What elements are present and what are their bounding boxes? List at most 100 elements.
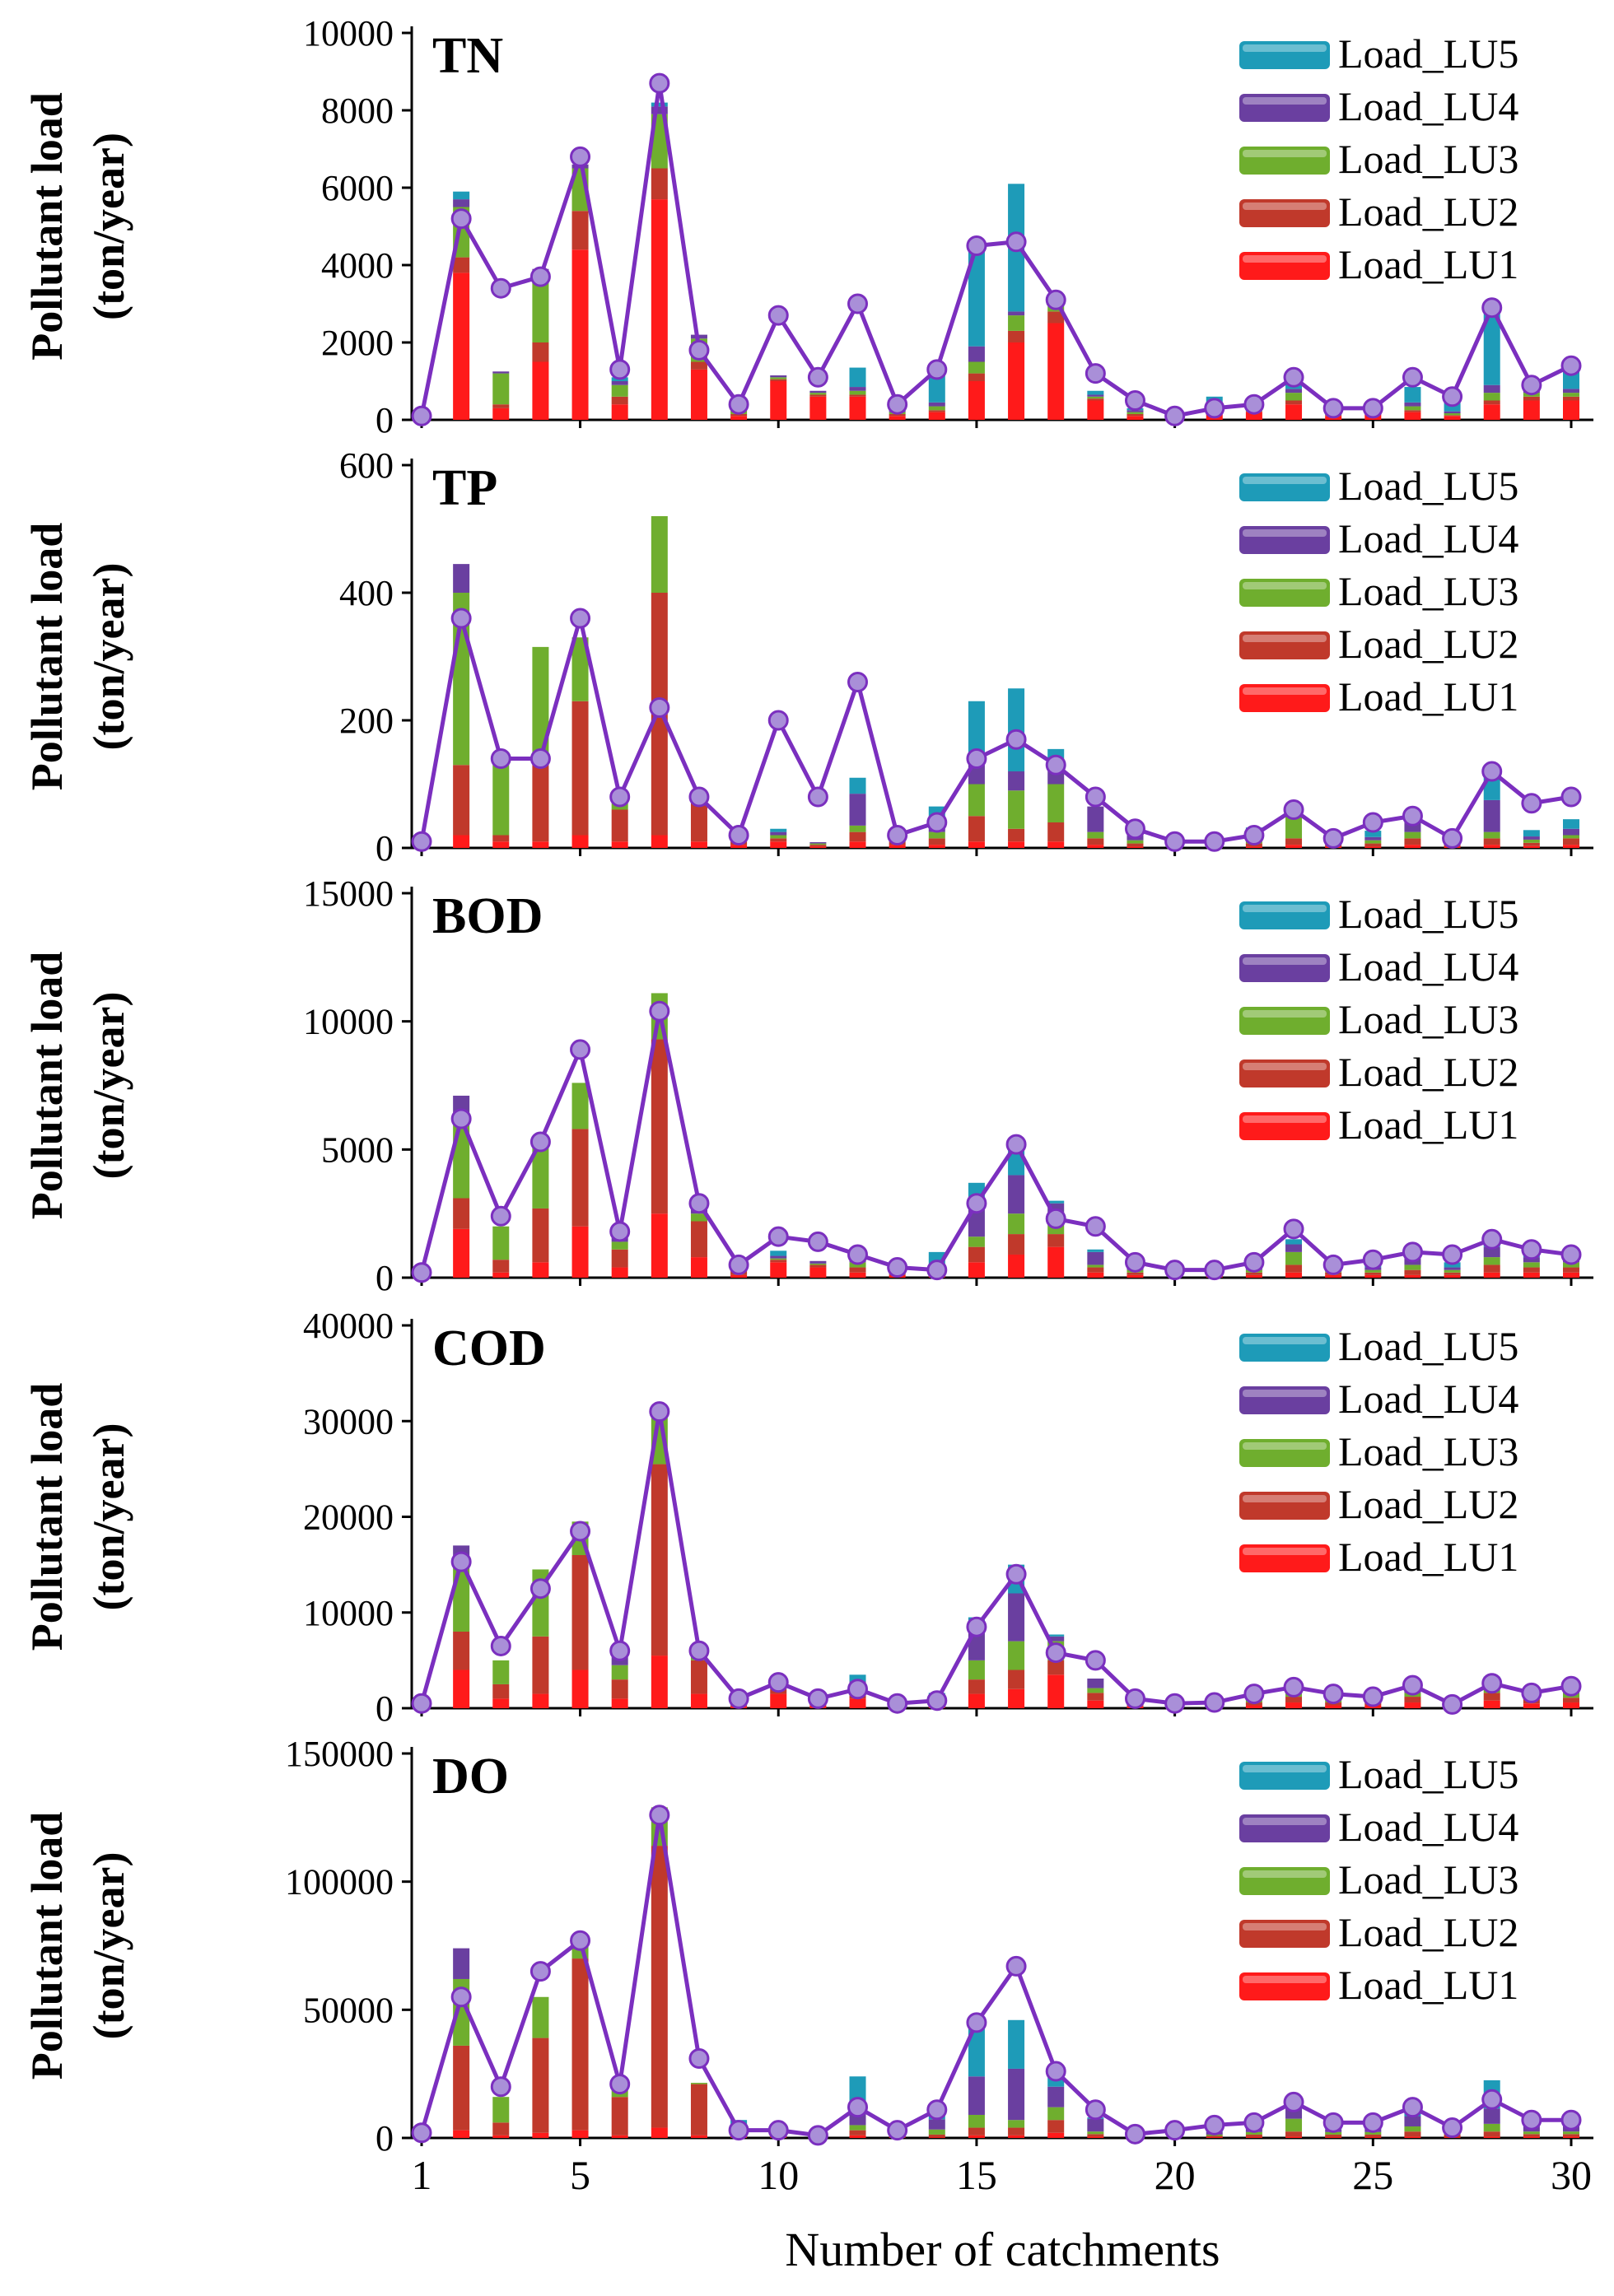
- bar-segment-load-lu2: [1087, 398, 1104, 401]
- bar-segment-load-lu1: [1563, 400, 1579, 420]
- line-marker: [1521, 2109, 1542, 2131]
- bar-segment-load-lu2: [611, 809, 628, 842]
- bar-segment-load-lu1: [532, 2132, 549, 2138]
- legend-swatch: [1239, 1762, 1330, 1790]
- bar-segment-load-lu3: [1483, 2123, 1500, 2132]
- bar-segment-load-lu1: [611, 1267, 628, 1278]
- bar-segment-load-lu4: [1087, 2118, 1104, 2132]
- bar-segment-load-lu1: [453, 835, 470, 848]
- bar-segment-load-lu1: [1483, 404, 1500, 420]
- bar-segment-load-lu5: [1008, 2019, 1025, 2069]
- line-marker: [728, 1688, 749, 1709]
- bar-segment-load-lu1: [1047, 323, 1065, 420]
- legend-swatch: [1239, 199, 1330, 227]
- line-marker: [1204, 831, 1225, 852]
- bar-segment-load-lu2: [611, 2097, 628, 2135]
- bar-segment-load-lu2: [1404, 2131, 1421, 2137]
- y-tick-label: 0: [376, 828, 394, 869]
- line-marker: [649, 72, 670, 94]
- bar-segment-load-lu1: [968, 2135, 985, 2138]
- line-marker: [847, 1679, 869, 1700]
- line-marker: [1521, 1239, 1542, 1260]
- bar-segment-load-lu4: [1483, 384, 1500, 394]
- line-marker: [1283, 1676, 1304, 1698]
- line-marker: [1045, 1208, 1066, 1229]
- line-marker: [1164, 831, 1186, 852]
- bar-segment-load-lu3: [492, 1226, 510, 1260]
- bar-segment-load-lu2: [1444, 1272, 1461, 1275]
- bar-segment-load-lu4: [770, 375, 787, 378]
- bar-segment-load-lu1: [928, 845, 945, 848]
- line-marker: [688, 2047, 710, 2069]
- bar-segment-load-lu2: [1523, 842, 1540, 846]
- panel-title: TN: [432, 28, 503, 84]
- line-marker: [1442, 2117, 1463, 2139]
- legend-swatch: [1239, 526, 1330, 554]
- y-tick-label: 10000: [303, 1593, 394, 1633]
- bar-segment-load-lu2: [1483, 1264, 1500, 1273]
- bar-segment-load-lu2: [849, 1267, 866, 1273]
- bar-segment-load-lu2: [1047, 1234, 1065, 1247]
- bar-segment-load-lu1: [492, 408, 510, 420]
- line-marker: [1243, 1251, 1265, 1273]
- line-marker: [1005, 729, 1027, 750]
- bar-segment-load-lu4: [770, 831, 787, 836]
- legend-swatch-highlight: [1243, 1115, 1327, 1123]
- bar-segment-load-lu1: [1523, 400, 1540, 420]
- panel-title: DO: [432, 1749, 509, 1805]
- bar-segment-load-lu1: [571, 835, 589, 848]
- line-marker: [1560, 355, 1582, 376]
- line-marker: [1045, 1642, 1066, 1664]
- legend-swatch-highlight: [1243, 255, 1327, 263]
- x-tick-label: 1: [412, 2152, 432, 2198]
- bar-segment-load-lu4: [1008, 2068, 1025, 2121]
- legend-swatch: [1239, 954, 1330, 982]
- line-marker: [767, 710, 789, 731]
- bar-segment-load-lu4: [1483, 799, 1500, 832]
- bar-segment-load-lu2: [849, 2130, 866, 2135]
- line-marker: [649, 697, 670, 718]
- bar-segment-load-lu3: [1285, 1251, 1303, 1265]
- line-marker: [490, 277, 511, 299]
- line-marker: [1045, 754, 1066, 775]
- line-marker: [1481, 2089, 1503, 2110]
- bar-segment-load-lu3: [770, 1258, 787, 1260]
- bar-segment-load-lu3: [532, 646, 549, 759]
- bar-segment-load-lu1: [1364, 1274, 1382, 1278]
- bar-segment-load-lu1: [651, 1213, 668, 1278]
- line-marker: [529, 1131, 551, 1153]
- bar-segment-load-lu1: [1008, 342, 1025, 420]
- bar-segment-load-lu2: [1563, 1698, 1579, 1703]
- legend-label: Load_LU3: [1338, 1428, 1518, 1474]
- y-tick-label: 0: [376, 1688, 394, 1729]
- bar-segment-load-lu5: [1364, 831, 1382, 837]
- bar-segment-load-lu1: [1087, 2136, 1104, 2138]
- line-marker: [767, 1226, 789, 1247]
- bar-segment-load-lu3: [492, 373, 510, 405]
- bar-segment-load-lu3: [1364, 1269, 1382, 1273]
- bar-segment-load-lu4: [1127, 410, 1144, 412]
- bar-segment-load-lu2: [532, 1636, 549, 1694]
- y-tick-label: 100000: [285, 1862, 394, 1902]
- bar-segment-load-lu4: [651, 106, 668, 114]
- bar-segment-load-lu2: [730, 413, 748, 417]
- legend-swatch-highlight: [1243, 1548, 1327, 1555]
- line-marker: [1085, 1216, 1106, 1237]
- bar-segment-load-lu4: [770, 1255, 787, 1259]
- bar-segment-load-lu1: [1404, 845, 1421, 848]
- legend-swatch: [1239, 579, 1330, 607]
- bar-segment-load-lu3: [1285, 2118, 1303, 2132]
- bar-segment-load-lu1: [1523, 2136, 1540, 2138]
- bar-segment-load-lu1: [1008, 2135, 1025, 2138]
- line-marker: [1521, 375, 1542, 396]
- x-tick-label: 15: [956, 2152, 997, 2198]
- bar-segment-load-lu1: [968, 1693, 985, 1708]
- bar-segment-load-lu2: [453, 2045, 470, 2131]
- bar-segment-load-lu3: [1008, 315, 1025, 331]
- bar-segment-load-lu2: [1285, 400, 1303, 405]
- line-marker: [570, 1521, 591, 1542]
- bar-segment-load-lu3: [968, 784, 985, 817]
- bar-segment-load-lu3: [1483, 393, 1500, 401]
- legend-swatch: [1239, 1112, 1330, 1140]
